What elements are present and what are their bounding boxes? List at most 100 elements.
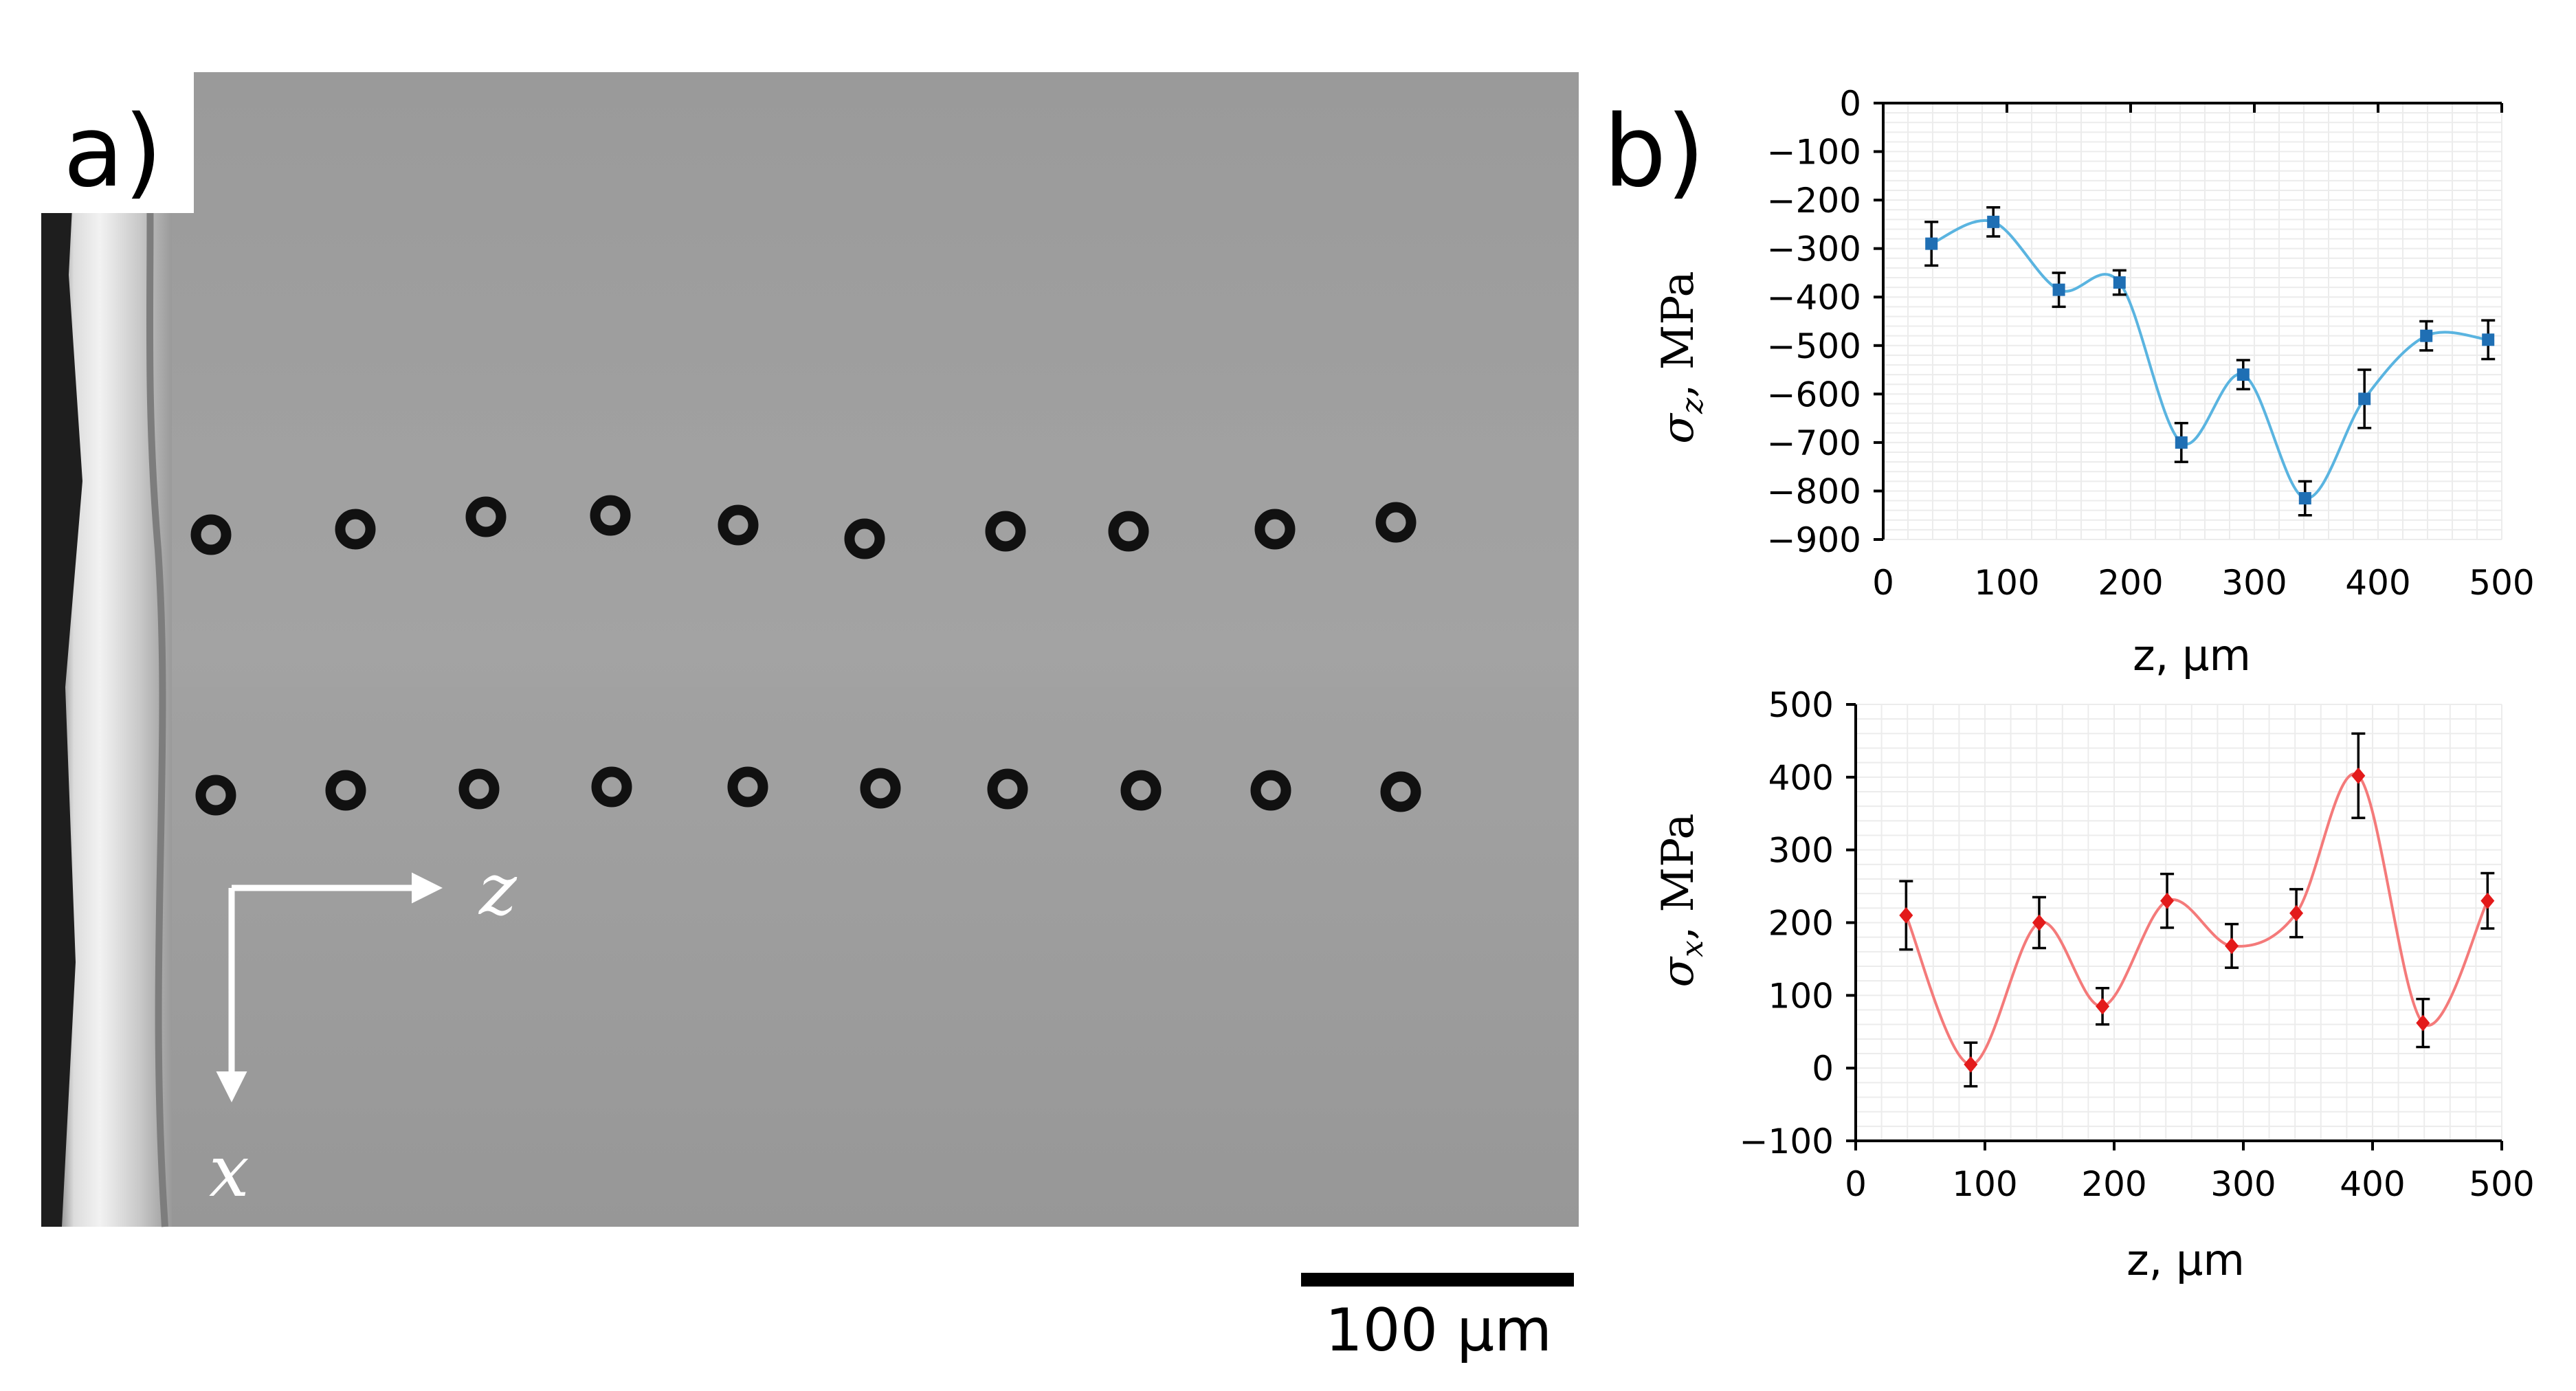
sigma-z-x-tick-label: 0: [1872, 563, 1894, 603]
sigma-x-x-tick-label: 100: [1952, 1164, 2017, 1204]
sigma-z-x-tick-label: 200: [2098, 563, 2163, 603]
indent-mark: [985, 511, 1026, 552]
sigma-x-tick-labels: 0 100 200 300 400 500 500 400 300 200 100 0 −100: [1740, 685, 2535, 1204]
sigma-x-series-line: [1905, 772, 2489, 1066]
sigma-x-y-tick-label: 400: [1768, 758, 1834, 798]
sigma-z-points: [1925, 215, 2495, 505]
indent-mark: [727, 766, 768, 808]
panel-a-label: a): [63, 93, 162, 209]
sample-edge-rough: [141, 71, 168, 1227]
sigma-x-data-point: [2351, 767, 2366, 784]
sigma-z-y-tick-label: 0: [1839, 84, 1861, 124]
sigma-z-y-tick-label: −500: [1767, 326, 1861, 366]
sigma-x-y-tick-label: 0: [1812, 1049, 1834, 1089]
sigma-x-data-point: [2480, 892, 2495, 909]
sigma-z-axes: [1874, 102, 2503, 541]
sigma-z-series-line: [1931, 219, 2489, 500]
panel-b-label: b): [1603, 93, 1705, 209]
sigma-z-y-tick-label: −700: [1767, 423, 1861, 463]
indent-mark: [1375, 502, 1417, 543]
sigma-x-grid: [1855, 704, 2502, 1142]
sigma-z-x-tick-label: 300: [2221, 563, 2287, 603]
indent-mark: [335, 509, 376, 550]
indent-mark: [1120, 770, 1162, 811]
sigma-x-ylabel-symbol: σ: [1653, 956, 1704, 988]
axis-arrows: z x: [209, 847, 518, 1213]
sigma-z-y-axis-title: σz, MPa: [1653, 271, 1710, 443]
scale-bar-label: 100 μm: [1325, 1296, 1552, 1365]
indent-row-upper: [190, 495, 1417, 559]
sigma-z-error-bars: [1924, 205, 2496, 517]
indent-mark: [1108, 511, 1149, 552]
sigma-z-ylabel-unit: , MPa: [1653, 271, 1704, 398]
indent-mark: [465, 496, 507, 537]
sigma-z-x-tick-label: 100: [1974, 563, 2039, 603]
indent-row-lower: [195, 766, 1421, 816]
micrograph-band-lower: [41, 687, 1579, 783]
sigma-x-x-tick-label: 0: [1845, 1164, 1867, 1204]
sigma-z-chart: 0 100 200 300 400 500 0 −100 −200 −300 −400 −500 −60…: [1653, 84, 2535, 680]
sigma-x-x-tick-label: 500: [2469, 1164, 2534, 1204]
sigma-z-data-point: [2113, 276, 2126, 289]
scale-bar: [1301, 1273, 1574, 1287]
sigma-z-y-tick-label: −800: [1767, 471, 1861, 511]
sigma-x-data-point: [2160, 892, 2175, 909]
indent-mark: [458, 768, 500, 810]
indent-mark: [860, 768, 901, 809]
indent-mark: [987, 768, 1028, 810]
sigma-x-y-tick-label: 500: [1768, 685, 1834, 725]
sigma-z-y-tick-label: −900: [1767, 520, 1861, 560]
sigma-x-curve: [1905, 772, 2489, 1066]
sigma-x-data-point: [2289, 904, 2304, 922]
sigma-x-data-point: [2416, 1014, 2430, 1032]
sigma-z-x-tick-label: 400: [2345, 563, 2410, 603]
sigma-x-error-bars: [1899, 732, 2495, 1088]
sample-edge-dark-strip: [41, 72, 82, 1227]
sigma-x-data-point: [2225, 937, 2239, 955]
sigma-z-y-tick-label: −200: [1767, 181, 1861, 221]
sigma-x-y-tick-label: 300: [1768, 831, 1834, 871]
sigma-z-y-tick-label: −300: [1767, 230, 1861, 269]
sigma-z-ylabel-symbol: σ: [1653, 412, 1704, 444]
sigma-x-ylabel-subscript: x: [1675, 940, 1710, 957]
panel-a-label-box: [41, 41, 194, 213]
sigma-z-grid: [1883, 102, 2502, 540]
sigma-x-x-tick-label: 300: [2210, 1164, 2276, 1204]
sigma-x-points: [1899, 767, 2495, 1073]
sigma-x-x-tick-label: 400: [2340, 1164, 2405, 1204]
sigma-z-data-point: [1987, 215, 2000, 228]
indent-mark: [1254, 509, 1296, 550]
sigma-x-x-tick-label: 200: [2081, 1164, 2146, 1204]
micrograph-band-upper: [41, 426, 1579, 509]
sigma-x-x-axis-title: z, μm: [2127, 1235, 2245, 1285]
indent-mark: [195, 775, 236, 816]
sigma-x-chart: 0 100 200 300 400 500 500 400 300 200 100 0 −100 z, …: [1653, 685, 2535, 1285]
sigma-x-y-axis-title: σx, MPa: [1653, 813, 1710, 987]
sigma-x-y-tick-label: −100: [1740, 1122, 1834, 1161]
sigma-x-y-tick-label: 200: [1768, 904, 1834, 944]
sigma-z-data-point: [2482, 333, 2495, 346]
sigma-x-y-tick-label: 100: [1768, 976, 1834, 1016]
sigma-x-data-point: [2096, 998, 2110, 1015]
micrograph-panel: a) z x: [41, 41, 1579, 1365]
sigma-z-x-tick-label: 500: [2469, 563, 2534, 603]
sigma-z-y-tick-label: −100: [1767, 133, 1861, 173]
sigma-z-data-point: [1925, 237, 1938, 250]
sigma-z-x-axis-title: z, μm: [2133, 630, 2251, 680]
sigma-z-curve: [1931, 219, 2489, 500]
sigma-z-y-tick-label: −600: [1767, 375, 1861, 414]
indent-mark: [325, 770, 366, 811]
sigma-z-data-point: [2236, 368, 2250, 381]
sigma-x-ylabel-unit: , MPa: [1653, 813, 1704, 940]
indent-mark: [591, 766, 632, 808]
micrograph-background: [41, 72, 1579, 1227]
sigma-z-data-point: [2358, 392, 2371, 405]
indent-mark: [718, 504, 759, 546]
sigma-z-data-point: [2420, 329, 2433, 342]
sigma-z-tick-labels: 0 100 200 300 400 500 0 −100 −200 −300 −400 −500 −60…: [1767, 84, 2535, 603]
indent-mark: [190, 514, 232, 555]
sigma-x-data-point: [1899, 906, 1913, 924]
x-axis-letter: x: [209, 1129, 249, 1213]
indent-mark: [844, 518, 885, 559]
sigma-x-data-point: [2032, 914, 2046, 931]
